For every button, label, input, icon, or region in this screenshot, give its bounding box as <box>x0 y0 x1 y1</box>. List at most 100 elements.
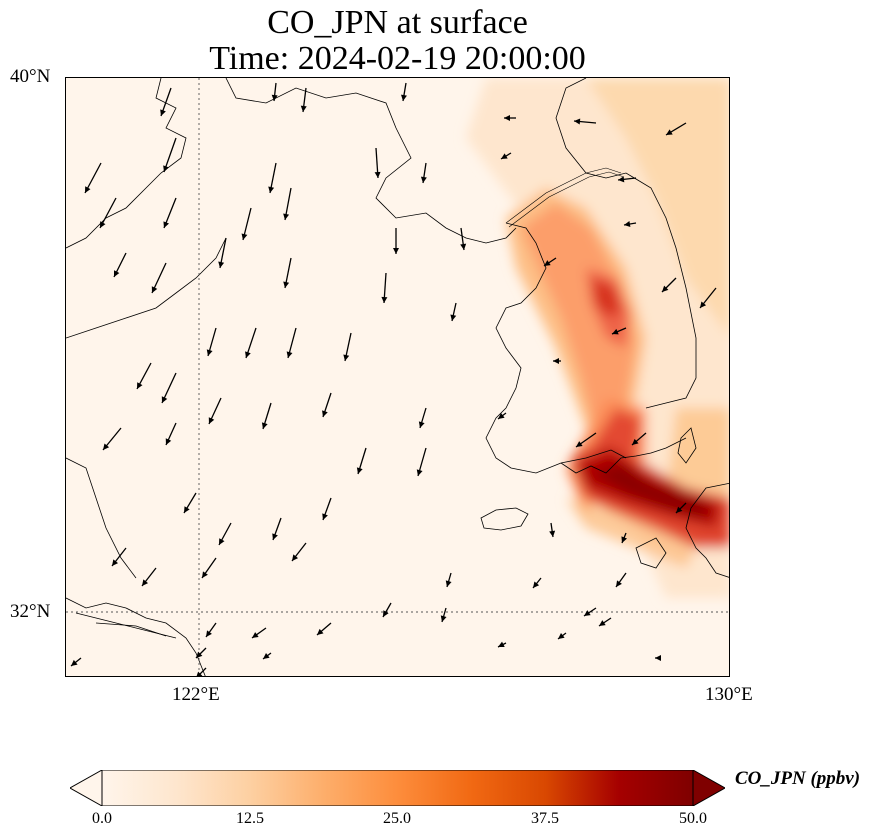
wind-arrowhead <box>196 671 203 676</box>
wind-arrow <box>197 667 207 676</box>
wind-arrowhead <box>356 467 363 474</box>
wind-arrowhead <box>196 651 203 658</box>
wind-arrowhead <box>599 620 606 626</box>
wind-arrowhead <box>272 533 278 540</box>
border-line <box>505 167 622 224</box>
wind-arrowhead <box>440 615 447 622</box>
plot-title-line2: Time: 2024-02-19 20:00:00 <box>209 40 586 77</box>
wind-arrowhead <box>450 314 457 321</box>
wind-arrowhead <box>544 260 551 266</box>
colorbar-label: CO_JPN (ppbv) <box>735 768 861 789</box>
wind-arrowhead <box>161 396 168 403</box>
wind-arrowhead <box>322 410 328 417</box>
wind-arrowhead <box>151 286 158 293</box>
wind-arrowhead <box>420 176 427 183</box>
wind-arrowhead <box>103 443 110 450</box>
wind-arrowhead <box>71 659 78 666</box>
wind-arrowhead <box>416 469 423 476</box>
wind-arrowhead <box>160 109 166 116</box>
border-line-2 <box>508 171 625 228</box>
lat-label-32n: 32°N <box>10 601 51 622</box>
wind-arrowhead <box>114 270 120 277</box>
wind-arrowhead <box>393 248 399 254</box>
plot-title-line1: CO_JPN at surface <box>267 4 528 41</box>
wind-arrowhead <box>300 105 307 112</box>
wind-arrowhead <box>163 165 169 172</box>
wind-arrowhead <box>401 94 407 101</box>
wind-arrowhead <box>85 186 91 193</box>
wind-arrowhead <box>612 328 619 335</box>
wind-arrowhead <box>558 633 565 639</box>
wind-arrowhead <box>501 153 508 159</box>
map-svg <box>66 78 729 676</box>
wind-arrowhead <box>418 421 425 428</box>
colorbar-tick-4: 50.0 <box>679 810 707 827</box>
map-panel <box>65 77 730 677</box>
wind-arrowhead <box>283 281 290 288</box>
lon-label-122e: 122°E <box>172 684 220 705</box>
colorbar-tick-0: 0.0 <box>92 810 112 827</box>
wind-arrowhead <box>165 438 172 445</box>
wind-arrowhead <box>322 513 328 520</box>
wind-arrowhead <box>504 115 510 121</box>
lon-label-130e: 130°E <box>705 684 753 705</box>
wind-arrowhead <box>498 641 505 647</box>
wind-arrow <box>163 137 177 173</box>
wind-arrowhead <box>624 221 631 227</box>
wind-arrowhead <box>383 610 389 617</box>
wind-arrowhead <box>662 285 669 292</box>
wind-arrowhead <box>163 221 170 228</box>
wind-arrowhead <box>245 351 251 358</box>
wind-arrowhead <box>655 655 661 661</box>
wind-arrowhead <box>241 233 248 240</box>
wind-arrowhead <box>286 351 293 358</box>
colorbar-tick-1: 12.5 <box>236 810 264 827</box>
wind-arrowhead <box>292 554 299 561</box>
coastlines <box>66 78 729 676</box>
wind-arrowhead <box>317 628 324 635</box>
wind-arrowhead <box>219 538 225 545</box>
colorbar-tick-2: 25.0 <box>383 810 411 827</box>
colorbar-min-extend <box>70 770 103 806</box>
concentration-field <box>466 78 729 598</box>
wind-arrowhead <box>460 243 467 250</box>
wind-arrowhead <box>381 296 388 303</box>
wind-arrowhead <box>666 129 673 135</box>
wind-vectors <box>70 82 717 676</box>
wind-arrowhead <box>271 94 278 101</box>
wind-arrowhead <box>283 213 290 220</box>
wind-arrowhead <box>142 579 149 586</box>
wind-arrowhead <box>206 630 212 637</box>
wind-arrowhead <box>206 349 213 356</box>
wind-arrowhead <box>252 632 259 638</box>
colorbar-max-extend <box>692 770 725 806</box>
wind-arrowhead <box>616 580 622 587</box>
wind-arrowhead <box>445 580 452 587</box>
wind-arrowhead <box>700 301 707 308</box>
wind-arrowhead <box>549 530 556 537</box>
wind-arrowhead <box>261 422 268 429</box>
wind-arrowhead <box>263 653 270 659</box>
wind-arrowhead <box>584 610 591 616</box>
wind-arrowhead <box>374 171 381 178</box>
wind-arrowhead <box>621 536 628 543</box>
wind-arrowhead <box>112 559 119 566</box>
wind-arrowhead <box>676 506 683 513</box>
colorbar-gradient <box>101 770 694 806</box>
wind-arrowhead <box>202 571 208 578</box>
wind-arrowhead <box>268 186 275 193</box>
wind-arrowhead <box>137 382 143 389</box>
wind-arrowhead <box>498 413 505 419</box>
colorbar-tick-3: 37.5 <box>531 810 559 827</box>
wind-arrowhead <box>574 118 581 125</box>
wind-arrowhead <box>576 441 583 447</box>
wind-arrowhead <box>533 581 540 588</box>
wind-arrowhead <box>218 261 225 268</box>
colorbar <box>70 770 725 806</box>
wind-arrowhead <box>343 354 350 361</box>
wind-arrowhead <box>100 221 106 228</box>
lat-label-40n: 40°N <box>10 66 51 87</box>
wind-arrowhead <box>208 417 215 424</box>
wind-arrowhead <box>618 176 625 183</box>
wind-arrowhead <box>553 358 559 364</box>
